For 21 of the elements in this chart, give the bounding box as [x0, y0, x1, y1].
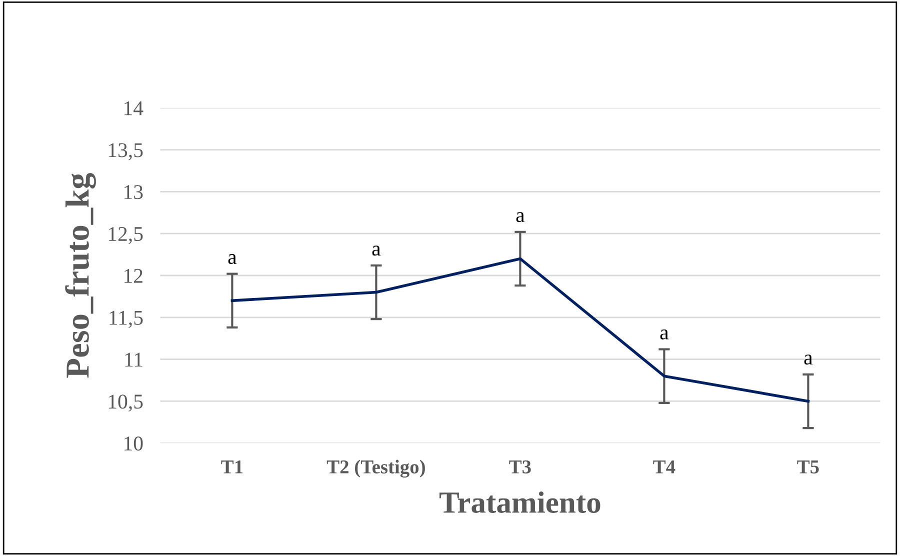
annotation: a — [372, 246, 381, 256]
x-tick-label: T4 — [653, 460, 676, 474]
x-axis-title: Tratamiento — [439, 491, 600, 513]
y-tick-label: 12,5 — [108, 227, 143, 244]
annotation: a — [516, 212, 525, 222]
y-tick-label: 10 — [124, 436, 143, 451]
y-axis-title: Peso_fruto_kg — [65, 173, 96, 378]
annotation: a — [660, 329, 669, 340]
x-tick-label: T5 — [797, 460, 819, 474]
x-tick-label: T2 (Testigo) — [326, 460, 425, 478]
y-tick-label: 11,5 — [110, 310, 143, 328]
x-tick-label: T3 — [509, 460, 531, 474]
y-tick-label: 10,5 — [108, 394, 143, 412]
x-tick-label: T1 — [221, 460, 243, 474]
y-tick-label: 13,5 — [108, 143, 143, 160]
annotation: a — [228, 254, 237, 264]
y-tick-label: 12 — [124, 268, 142, 283]
y-tick-label: 14 — [124, 101, 144, 116]
y-tick-label: 13 — [124, 185, 143, 200]
y-tick-label: 11 — [125, 352, 142, 367]
annotation: a — [804, 354, 813, 365]
